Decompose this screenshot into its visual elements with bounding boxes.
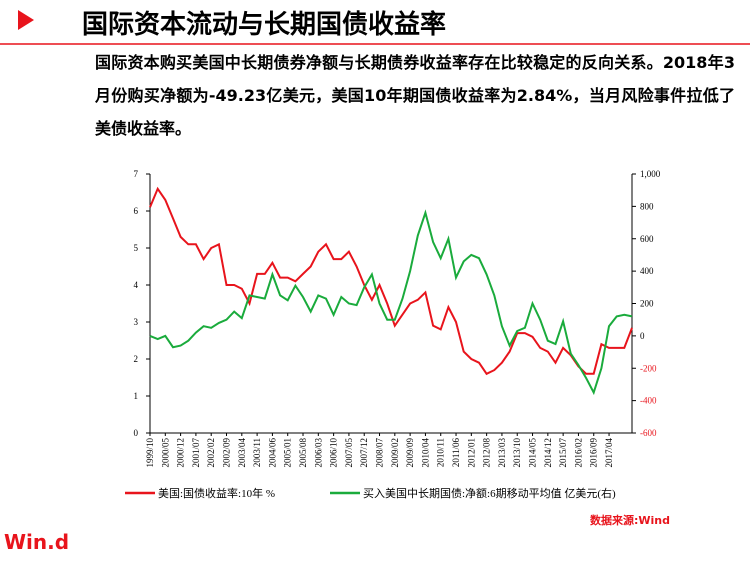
y-tick-label: 0: [134, 428, 139, 438]
y2-tick-label: -600: [640, 428, 657, 438]
x-tick-label: 2013/03: [497, 438, 507, 468]
x-tick-label: 2004/06: [267, 438, 277, 468]
x-tick-label: 2002/02: [206, 438, 216, 468]
series-line: [149, 186, 633, 376]
legend-label: 买入美国中长期国债:净额:6期移动平均值 亿美元(右): [363, 486, 616, 500]
x-tick-label: 2017/04: [604, 438, 614, 468]
x-tick-label: 2000/05: [160, 438, 170, 468]
source: 数据来源:Wind: [590, 514, 671, 527]
y-tick-label: 3: [134, 317, 139, 327]
description: 国际资本购买美国中长期债券净额与长期债券收益率存在比较稳定的反向关系。2018年…: [95, 53, 735, 138]
y2-tick-label: 600: [640, 234, 654, 244]
x-tick-label: 2011/06: [451, 438, 461, 468]
y-tick-label: 5: [134, 243, 139, 253]
x-tick-label: 2002/09: [222, 438, 232, 468]
x-tick-label: 2007/05: [344, 438, 354, 468]
x-tick-label: 2006/03: [313, 438, 323, 468]
x-tick-label: 2016/09: [589, 438, 599, 468]
x-tick-label: 2008/07: [375, 438, 385, 468]
legend-label: 美国:国债收益率:10年 %: [158, 486, 275, 500]
y2-tick-label: 1,000: [640, 169, 661, 179]
x-tick-label: 2009/02: [390, 438, 400, 468]
x-tick-label: 1999/10: [145, 438, 155, 468]
series-line: [149, 209, 633, 396]
x-tick-label: 2000/12: [176, 438, 186, 468]
x-tick-label: 2003/11: [252, 438, 262, 467]
x-tick-label: 2012/01: [466, 438, 476, 468]
y-tick-label: 6: [134, 206, 139, 216]
x-tick-label: 2014/05: [528, 438, 538, 468]
x-tick-label: 2009/09: [405, 438, 415, 468]
x-tick-label: 2007/12: [359, 438, 369, 468]
slide-title: 国际资本流动与长期国债收益率: [82, 10, 447, 40]
x-tick-label: 2015/07: [558, 438, 568, 468]
y2-tick-label: -200: [640, 363, 657, 373]
x-tick-label: 2001/07: [191, 438, 201, 468]
y-tick-label: 7: [134, 169, 139, 179]
x-tick-label: 2012/08: [482, 438, 492, 468]
logo: Win.d: [4, 530, 70, 554]
x-tick-label: 2005/01: [283, 438, 293, 468]
title-marker: [18, 10, 34, 30]
x-tick-label: 2016/02: [573, 438, 583, 468]
y2-tick-label: 400: [640, 266, 654, 276]
x-tick-label: 2010/04: [420, 438, 430, 468]
y-tick-label: 2: [134, 354, 139, 364]
y2-tick-label: 800: [640, 201, 654, 211]
x-tick-label: 2006/10: [329, 438, 339, 468]
y2-tick-label: 200: [640, 299, 654, 309]
x-tick-label: 2005/08: [298, 438, 308, 468]
x-tick-label: 2010/11: [436, 438, 446, 467]
x-tick-label: 2014/12: [543, 438, 553, 468]
x-tick-label: 2013/10: [512, 438, 522, 468]
y-tick-label: 4: [134, 280, 139, 290]
y2-tick-label: -400: [640, 396, 657, 406]
y2-tick-label: 0: [640, 331, 645, 341]
y-tick-label: 1: [134, 391, 139, 401]
x-tick-label: 2003/04: [237, 438, 247, 468]
